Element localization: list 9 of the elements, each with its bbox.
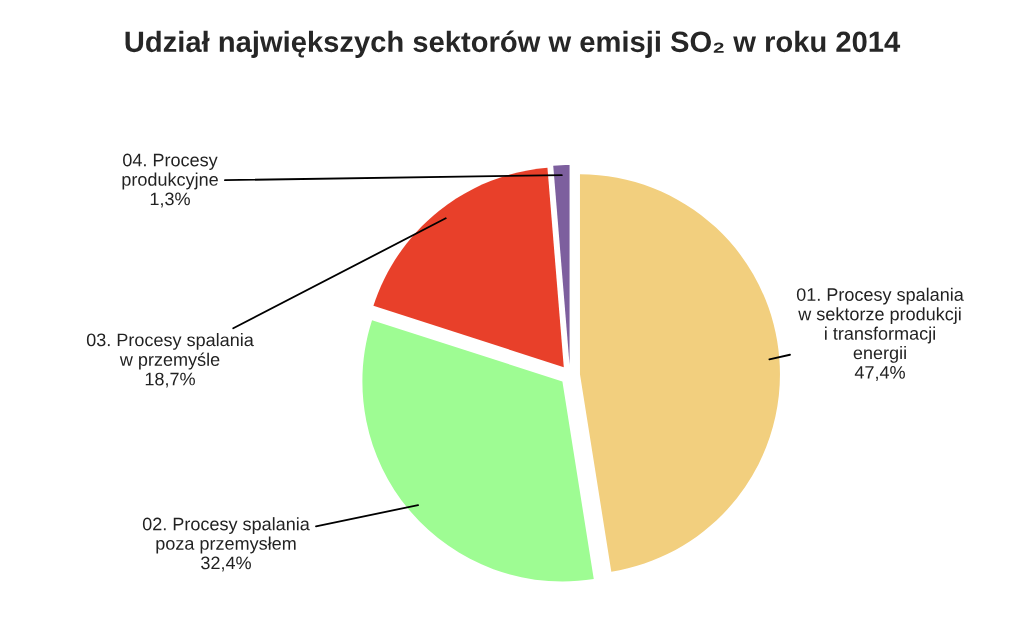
slice-label: 02. Procesy spalania poza przemysłem bbox=[142, 517, 310, 554]
data-label: 18,7% bbox=[145, 372, 195, 388]
data-label: 32,4% bbox=[201, 556, 251, 572]
data-label: 47,4% bbox=[854, 366, 905, 381]
slice-label: 04. Procesy produkcyjne bbox=[122, 153, 218, 190]
slice-label: 01. Procesy spalania w sektorze produkcji i transformacji energii bbox=[796, 287, 964, 363]
data-label: 1,3% bbox=[150, 192, 190, 208]
chart-title: Udział największych sektorów w emisji SO₂ w roku 2014 bbox=[125, 30, 901, 58]
slice-label: 03. Procesy spalania w przemyśle bbox=[86, 333, 254, 370]
